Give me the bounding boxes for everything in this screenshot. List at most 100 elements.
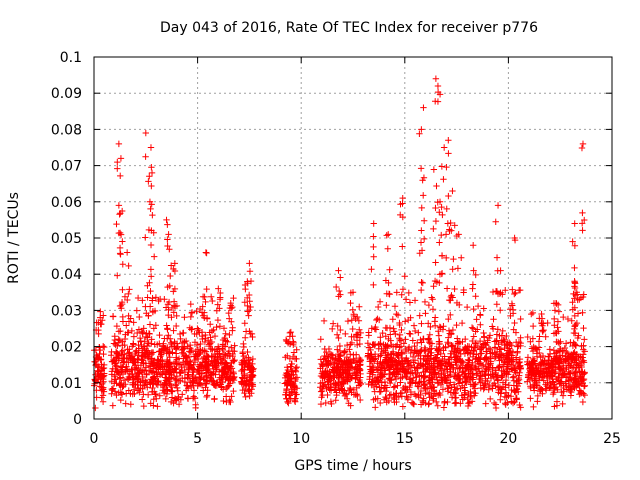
- data-point: [239, 350, 246, 357]
- data-point: [452, 399, 460, 406]
- data-point: [468, 364, 475, 371]
- data-point: [202, 384, 209, 391]
- data-point: [226, 331, 233, 339]
- data-point: [113, 220, 120, 228]
- data-point: [292, 395, 299, 402]
- data-point: [420, 395, 427, 402]
- data-point: [332, 283, 340, 291]
- data-point: [434, 402, 441, 409]
- data-point: [181, 314, 188, 321]
- data-point: [377, 334, 384, 341]
- data-point: [493, 300, 501, 308]
- data-point: [441, 373, 449, 381]
- data-point: [150, 396, 157, 403]
- data-point: [417, 336, 424, 344]
- data-point: [207, 321, 214, 328]
- data-point: [556, 380, 564, 387]
- data-point: [170, 327, 177, 334]
- data-point: [129, 357, 136, 364]
- data-point: [441, 353, 448, 360]
- data-point: [94, 354, 101, 361]
- data-point: [461, 387, 469, 394]
- y-tick-label: 0.1: [60, 50, 82, 66]
- data-point: [156, 392, 163, 399]
- data-point: [139, 381, 147, 389]
- data-point: [406, 375, 414, 382]
- data-point: [147, 287, 154, 295]
- data-point: [326, 350, 334, 358]
- data-point: [491, 338, 498, 345]
- y-tick-label: 0.06: [51, 195, 82, 211]
- data-point: [432, 354, 440, 361]
- data-point: [571, 304, 579, 311]
- data-point: [442, 344, 449, 352]
- data-point: [485, 383, 493, 391]
- data-point: [168, 394, 176, 401]
- data-point: [154, 403, 161, 410]
- data-point: [398, 326, 405, 334]
- data-point: [345, 357, 352, 364]
- data-point: [507, 393, 515, 400]
- data-point: [483, 366, 490, 373]
- data-point: [126, 286, 133, 293]
- data-point: [401, 358, 408, 365]
- data-point: [481, 355, 488, 362]
- data-point: [417, 239, 425, 246]
- data-point: [449, 266, 456, 273]
- data-point: [386, 266, 393, 273]
- data-point: [402, 345, 409, 353]
- data-point: [515, 287, 523, 294]
- data-point: [370, 243, 377, 251]
- data-point: [557, 354, 564, 362]
- data-point: [140, 359, 147, 367]
- data-point: [151, 341, 158, 348]
- data-point: [196, 379, 203, 387]
- data-point: [99, 365, 107, 372]
- data-point: [402, 296, 410, 303]
- data-point: [369, 379, 376, 386]
- data-point: [382, 277, 390, 284]
- data-point: [504, 340, 511, 348]
- data-point: [117, 364, 125, 371]
- data-point: [203, 372, 210, 380]
- data-point: [348, 374, 355, 381]
- data-point: [145, 330, 153, 337]
- data-point: [147, 205, 154, 213]
- data-point: [517, 365, 524, 373]
- x-tick-label: 0: [90, 431, 99, 447]
- data-point: [98, 374, 106, 381]
- data-point: [545, 360, 552, 367]
- data-point: [552, 361, 559, 369]
- data-point: [436, 198, 444, 205]
- data-point: [422, 389, 429, 397]
- data-point: [543, 382, 551, 390]
- data-point: [490, 316, 497, 323]
- data-point: [108, 371, 115, 378]
- data-point: [468, 324, 476, 331]
- data-point: [129, 366, 136, 374]
- data-point: [406, 384, 413, 391]
- data-point: [579, 227, 586, 234]
- data-point: [506, 339, 513, 346]
- data-point: [173, 384, 181, 392]
- data-point: [426, 360, 433, 367]
- data-point: [167, 262, 175, 269]
- data-point: [372, 404, 379, 411]
- data-point: [492, 218, 499, 225]
- data-point: [203, 285, 210, 293]
- data-point: [482, 356, 490, 364]
- data-point: [566, 370, 573, 377]
- data-point: [373, 316, 380, 324]
- data-point: [501, 344, 508, 352]
- data-point: [497, 396, 504, 403]
- data-point: [230, 358, 238, 365]
- data-point: [114, 342, 121, 350]
- data-point: [422, 366, 429, 373]
- data-point: [387, 391, 395, 398]
- data-point: [202, 249, 210, 256]
- data-point: [283, 373, 291, 380]
- data-point: [410, 374, 417, 382]
- data-point: [323, 348, 330, 356]
- data-point: [493, 288, 501, 295]
- data-point: [478, 350, 485, 357]
